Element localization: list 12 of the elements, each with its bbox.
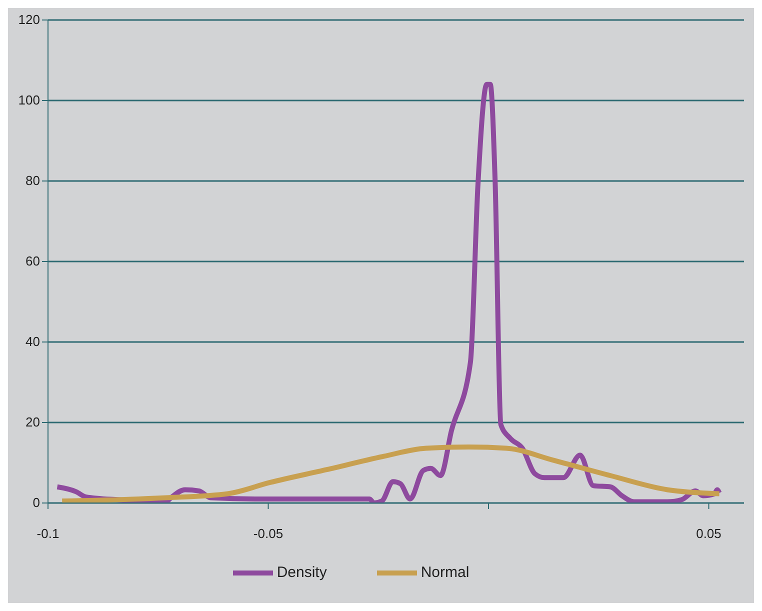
legend-label: Density — [276, 564, 327, 581]
y-tick-label: 40 — [26, 334, 40, 349]
y-tick-label: 120 — [18, 12, 40, 27]
y-tick-label: 80 — [26, 173, 40, 188]
legend-label: Normal — [420, 564, 470, 581]
y-tick-label: 60 — [26, 254, 40, 268]
x-tick-label: 0.05 — [696, 526, 722, 542]
y-tick-label: 0 — [32, 495, 40, 510]
y-tick-label: 100 — [18, 92, 40, 108]
x-tick-label: -0.05 — [253, 526, 284, 542]
y-tick-label: 20 — [26, 414, 40, 430]
x-tick-label: -0.1 — [36, 526, 60, 542]
